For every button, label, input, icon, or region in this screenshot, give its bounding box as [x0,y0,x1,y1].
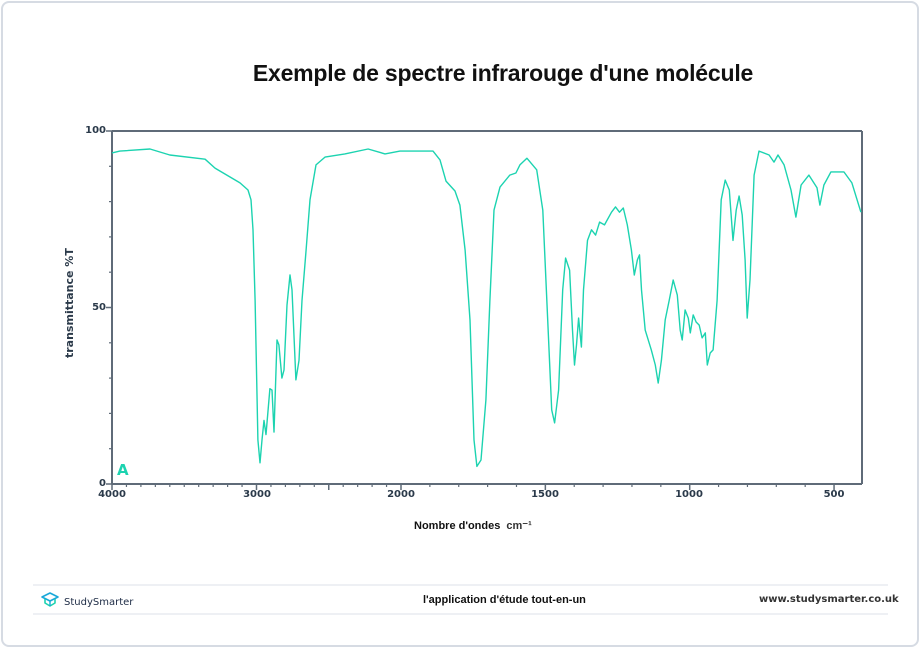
x-tick-2000: 2000 [387,489,415,500]
x-axis-label-text: Nombre d'ondes [414,520,501,532]
studysmarter-logo-icon [40,592,60,613]
ir-spectrum-chart [106,130,863,490]
spectrum-line [111,148,862,468]
x-axis-unit: cm⁻¹ [506,520,532,532]
footer-divider-bottom [33,613,888,615]
studysmarter-brand[interactable]: StudySmarter [40,592,133,613]
chart-axes [106,130,863,490]
y-tick-0: 0 [99,478,106,489]
y-tick-50: 50 [92,302,106,313]
x-tick-500: 500 [823,489,845,500]
brand-name: StudySmarter [64,597,134,608]
footer-website-link[interactable]: www.studysmarter.co.uk [759,594,899,605]
chart-title: Exemple de spectre infrarouge d'une molé… [252,60,754,86]
panel-letter: A [117,461,129,479]
x-tick-1500: 1500 [531,489,559,500]
x-tick-1000: 1000 [675,489,703,500]
x-axis-label: Nombre d'ondes cm⁻¹ [414,519,532,532]
x-tick-3000: 3000 [243,489,271,500]
y-tick-100: 100 [85,125,106,136]
footer-tagline: l'application d'étude tout-en-un [423,594,586,606]
footer-divider-top [33,584,888,586]
x-tick-4000: 4000 [98,489,126,500]
